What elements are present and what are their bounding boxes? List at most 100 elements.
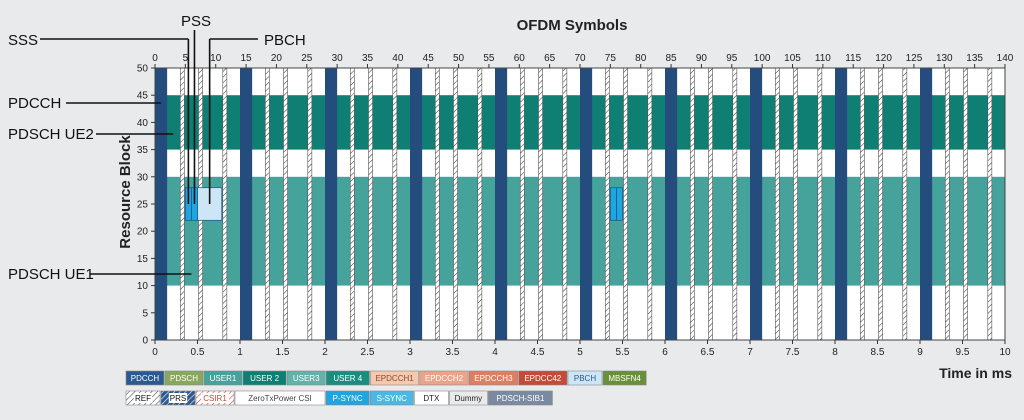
symbol-tick-label: 105 xyxy=(784,53,801,64)
legend-swatch xyxy=(449,390,488,406)
symbol-tick-label: 90 xyxy=(696,53,708,64)
pdcch-column xyxy=(580,68,593,340)
time-tick-label: 9 xyxy=(917,347,923,358)
symbol-tick-label: 30 xyxy=(332,53,344,64)
x-axis-title: Time in ms xyxy=(939,365,1012,381)
legend-swatch xyxy=(567,370,603,386)
legend-swatch xyxy=(468,370,518,386)
legend-swatch xyxy=(419,370,469,386)
time-tick-label: 7.5 xyxy=(786,347,800,358)
ref-signal-column xyxy=(902,67,908,341)
legend-label: DTX xyxy=(423,394,440,403)
time-tick-label: 6.5 xyxy=(701,347,715,358)
time-tick-label: 2.5 xyxy=(361,347,375,358)
ref-signal-column xyxy=(708,67,713,341)
symbol-tick-label: 40 xyxy=(392,53,404,64)
symbol-tick-label: 60 xyxy=(514,53,526,64)
ref-signal-column xyxy=(349,67,355,341)
pdcch-column xyxy=(750,68,763,340)
symbol-tick-label: 80 xyxy=(635,53,647,64)
ref-signal-column xyxy=(307,67,313,341)
legend-swatch xyxy=(203,370,243,386)
legend-label: REF xyxy=(135,394,151,403)
legend-swatch xyxy=(164,370,204,386)
time-tick-label: 3.5 xyxy=(446,347,460,358)
rb-tick-label: 0 xyxy=(142,336,148,347)
ref-signal-column xyxy=(774,67,780,341)
chart-title: OFDM Symbols xyxy=(517,17,628,34)
legend-label: USER 4 xyxy=(333,374,362,383)
symbol-tick-label: 100 xyxy=(754,53,771,64)
legend-label: PDSCH-SIB1 xyxy=(496,394,545,403)
y-axis-title: Resource Block xyxy=(117,135,134,249)
time-tick-label: 5 xyxy=(577,347,583,358)
symbol-tick-label: 130 xyxy=(936,53,953,64)
pdcch-column xyxy=(665,68,678,340)
legend-label: PDSCH xyxy=(170,374,198,383)
ref-signal-column xyxy=(859,67,865,341)
legend-label: PBCH xyxy=(574,374,596,383)
legend-label: PRS xyxy=(170,394,186,403)
legend-label: PDCCH xyxy=(131,374,160,383)
rb-tick-label: 20 xyxy=(137,227,149,238)
ref-signal-column xyxy=(538,67,543,341)
symbol-tick-label: 95 xyxy=(726,53,738,64)
rb-tick-label: 10 xyxy=(137,281,149,292)
symbol-tick-label: 140 xyxy=(997,53,1014,64)
legend-swatch xyxy=(602,370,647,386)
legend-label: EPDCCH1 xyxy=(375,374,414,383)
legend-label: EPDCCH2 xyxy=(425,374,464,383)
symbol-tick-label: 135 xyxy=(966,53,983,64)
legend-swatch xyxy=(370,370,420,386)
pdcch-column xyxy=(155,68,168,340)
symbol-tick-label: 0 xyxy=(152,53,158,64)
ref-signal-column xyxy=(987,67,993,341)
ref-signal-column xyxy=(944,67,950,341)
legend-label: ZeroTxPower CSI xyxy=(248,394,312,403)
ref-signal-column xyxy=(179,67,185,341)
legend-label: CSIR1 xyxy=(203,394,227,403)
symbol-tick-label: 15 xyxy=(241,53,253,64)
legend-label: P-SYNC xyxy=(332,394,362,403)
rb-tick-label: 5 xyxy=(142,308,148,319)
legend-swatch xyxy=(286,370,326,386)
ref-signal-column xyxy=(732,67,738,341)
legend-label-bg xyxy=(168,393,188,403)
symbol-tick-label: 120 xyxy=(875,53,892,64)
symbol-tick-label: 5 xyxy=(183,53,189,64)
callout-label: PSS xyxy=(181,13,211,30)
pdcch-column xyxy=(495,68,508,340)
rb-tick-label: 50 xyxy=(137,64,149,75)
legend-swatch xyxy=(242,370,287,386)
time-tick-label: 9.5 xyxy=(956,347,970,358)
callout-label: PDSCH UE1 xyxy=(8,266,94,283)
ref-signal-column xyxy=(222,67,228,341)
symbol-tick-label: 35 xyxy=(362,53,374,64)
symbol-tick-label: 110 xyxy=(815,53,831,64)
ref-signal-column xyxy=(283,67,288,341)
rb-tick-label: 25 xyxy=(137,200,149,211)
ref-signal-column xyxy=(264,67,270,341)
legend-label-bg xyxy=(201,393,229,403)
rb-tick-label: 40 xyxy=(137,118,149,129)
legend: PDCCH PDSCH USER1 USER 2 USER3 USER 4 EPDCCH1 E… xyxy=(125,370,647,406)
legend-label: EPDCCH3 xyxy=(474,374,513,383)
time-tick-label: 10 xyxy=(999,347,1011,358)
legend-swatch xyxy=(125,370,165,386)
legend-label: USER1 xyxy=(210,374,237,383)
pdcch-column xyxy=(325,68,338,340)
ref-signal-column xyxy=(817,67,823,341)
legend-swatch xyxy=(234,390,326,406)
ref-signal-column xyxy=(623,67,628,341)
time-tick-label: 8.5 xyxy=(871,347,885,358)
ref-signal-column xyxy=(562,67,568,341)
rb-tick-label: 30 xyxy=(137,172,149,183)
time-tick-label: 7 xyxy=(747,347,753,358)
symbol-tick-label: 50 xyxy=(453,53,465,64)
time-tick-label: 5.5 xyxy=(616,347,630,358)
rb-tick-label: 35 xyxy=(137,145,149,156)
block-sss xyxy=(609,187,617,221)
legend-swatch xyxy=(414,390,449,406)
symbol-tick-label: 85 xyxy=(666,53,678,64)
